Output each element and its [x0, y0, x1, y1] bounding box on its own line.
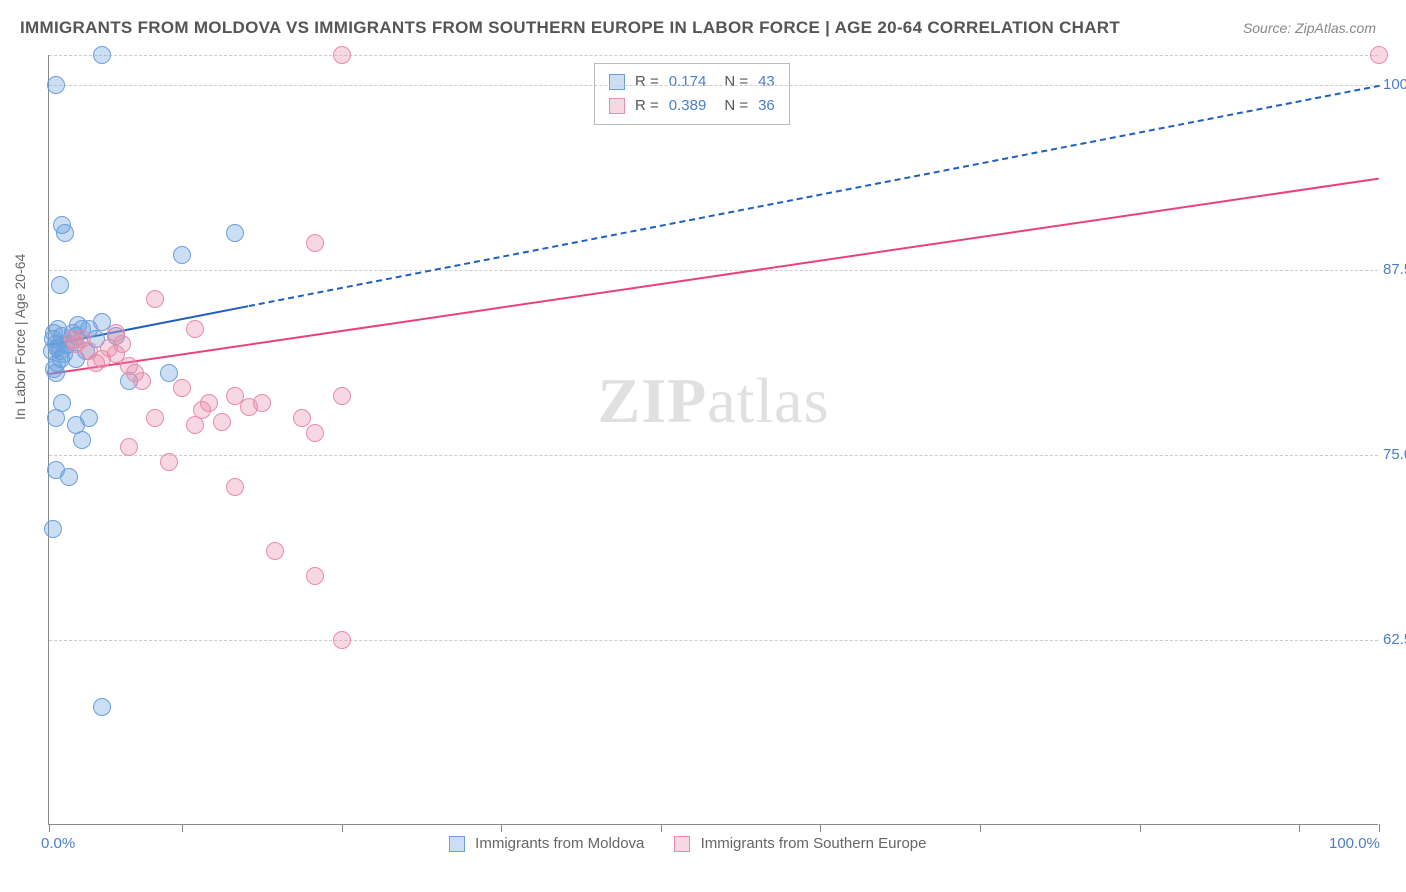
data-point — [306, 567, 324, 585]
data-point — [87, 354, 105, 372]
y-tick-label: 87.5% — [1383, 261, 1406, 278]
data-point — [51, 276, 69, 294]
x-tick-label: 100.0% — [1329, 835, 1380, 852]
data-point — [93, 46, 111, 64]
data-point — [56, 224, 74, 242]
gridline — [49, 455, 1378, 456]
r-value-1: 0.174 — [669, 70, 707, 94]
data-point — [146, 409, 164, 427]
legend-bottom: Immigrants from Moldova Immigrants from … — [449, 835, 927, 852]
y-tick-label: 100.0% — [1383, 76, 1406, 93]
watermark: ZIPatlas — [598, 364, 830, 438]
trend-line-dashed — [248, 85, 1379, 307]
x-tick — [1299, 824, 1300, 832]
data-point — [226, 224, 244, 242]
data-point — [213, 413, 231, 431]
x-tick — [661, 824, 662, 832]
x-tick — [501, 824, 502, 832]
stats-row-series2: R = 0.389 N = 36 — [609, 94, 775, 118]
gridline — [49, 270, 1378, 271]
source-attribution: Source: ZipAtlas.com — [1243, 20, 1376, 36]
data-point — [240, 398, 258, 416]
gridline — [49, 85, 1378, 86]
y-axis-label: In Labor Force | Age 20-64 — [12, 254, 28, 420]
data-point — [333, 46, 351, 64]
y-tick-label: 75.0% — [1383, 446, 1406, 463]
data-point — [306, 424, 324, 442]
data-point — [226, 478, 244, 496]
trend-line — [49, 178, 1379, 375]
data-point — [93, 698, 111, 716]
data-point — [186, 320, 204, 338]
n-label: N = — [724, 94, 748, 118]
data-point — [293, 409, 311, 427]
x-tick — [1140, 824, 1141, 832]
chart-title: IMMIGRANTS FROM MOLDOVA VS IMMIGRANTS FR… — [20, 18, 1120, 38]
legend-item-2: Immigrants from Southern Europe — [674, 835, 926, 852]
data-point — [333, 631, 351, 649]
x-tick — [980, 824, 981, 832]
data-point — [173, 379, 191, 397]
x-tick — [820, 824, 821, 832]
data-point — [48, 354, 66, 372]
legend-label-2: Immigrants from Southern Europe — [701, 835, 927, 852]
legend-label-1: Immigrants from Moldova — [475, 835, 644, 852]
gridline — [49, 55, 1378, 56]
data-point — [146, 290, 164, 308]
y-tick-label: 62.5% — [1383, 631, 1406, 648]
series1-swatch — [609, 74, 625, 90]
data-point — [1370, 46, 1388, 64]
data-point — [333, 387, 351, 405]
data-point — [160, 453, 178, 471]
data-point — [47, 409, 65, 427]
data-point — [160, 364, 178, 382]
data-point — [266, 542, 284, 560]
legend-swatch-2 — [674, 836, 690, 852]
r-label: R = — [635, 94, 659, 118]
stats-row-series1: R = 0.174 N = 43 — [609, 70, 775, 94]
n-label: N = — [724, 70, 748, 94]
n-value-1: 43 — [758, 70, 775, 94]
data-point — [47, 76, 65, 94]
x-tick — [182, 824, 183, 832]
data-point — [306, 234, 324, 252]
x-tick — [1379, 824, 1380, 832]
x-tick — [49, 824, 50, 832]
data-point — [60, 468, 78, 486]
stats-legend-box: R = 0.174 N = 43 R = 0.389 N = 36 — [594, 63, 790, 125]
data-point — [120, 438, 138, 456]
legend-item-1: Immigrants from Moldova — [449, 835, 644, 852]
x-tick — [342, 824, 343, 832]
plot-area: ZIPatlas R = 0.174 N = 43 R = 0.389 N = … — [48, 55, 1378, 825]
r-value-2: 0.389 — [669, 94, 707, 118]
data-point — [173, 246, 191, 264]
legend-swatch-1 — [449, 836, 465, 852]
data-point — [113, 335, 131, 353]
data-point — [73, 431, 91, 449]
x-tick-label: 0.0% — [41, 835, 75, 852]
r-label: R = — [635, 70, 659, 94]
gridline — [49, 640, 1378, 641]
n-value-2: 36 — [758, 94, 775, 118]
data-point — [193, 401, 211, 419]
data-point — [44, 520, 62, 538]
series2-swatch — [609, 98, 625, 114]
